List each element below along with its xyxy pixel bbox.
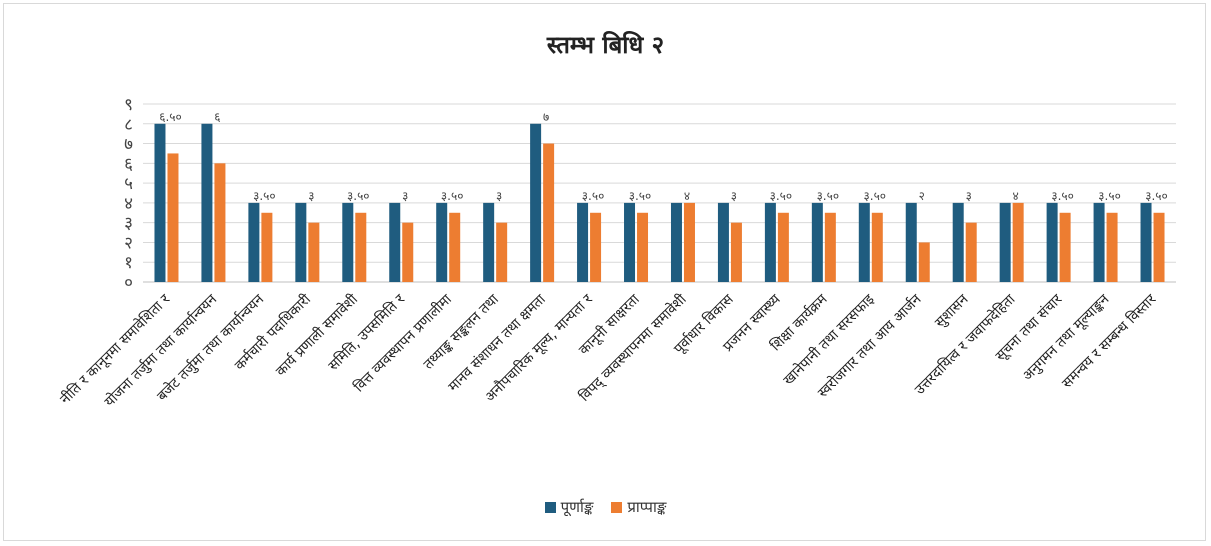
bar-obtained-marks: [402, 222, 414, 282]
bar-full-marks: [530, 123, 542, 283]
chart-legend: पूर्णाङ्क प्राप्पाङ्क: [0, 497, 1211, 517]
data-label: ३.५०: [770, 189, 793, 203]
bar-full-marks: [624, 202, 636, 282]
data-label: २: [919, 189, 925, 203]
y-tick-label: ८: [124, 115, 133, 135]
bar-obtained-marks: [590, 212, 602, 282]
data-label: ६: [214, 110, 220, 124]
data-label: ३.५०: [1098, 189, 1121, 203]
data-label: ३: [402, 189, 408, 203]
legend-label-full-marks: पूर्णाङ्क: [560, 498, 594, 516]
legend-swatch-obtained-marks: [611, 501, 623, 513]
bar-obtained-marks: [543, 143, 555, 282]
bar-full-marks: [717, 202, 729, 282]
bar-obtained-marks: [871, 212, 883, 282]
bar-obtained-marks: [1153, 212, 1165, 282]
bar-full-marks: [952, 202, 964, 282]
bar-obtained-marks: [637, 212, 649, 282]
bar-obtained-marks: [918, 242, 930, 282]
bar-full-marks: [295, 202, 307, 282]
x-tick-label: खानेपानी तथा सरसफाइ: [780, 290, 879, 389]
data-label: ३.५०: [253, 189, 276, 203]
y-tick-label: १: [124, 253, 133, 273]
bar-full-marks: [1093, 202, 1105, 282]
bar-full-marks: [905, 202, 917, 282]
data-label: ३.५०: [864, 189, 887, 203]
data-label: ४: [1013, 189, 1019, 203]
data-label: ३.५०: [347, 189, 370, 203]
bar-full-marks: [858, 202, 870, 282]
bar-obtained-marks: [730, 222, 742, 282]
bar-obtained-marks: [308, 222, 320, 282]
bar-obtained-marks: [683, 202, 695, 282]
data-label: ३.५०: [1051, 189, 1074, 203]
bar-obtained-marks: [355, 212, 367, 282]
bar-obtained-marks: [167, 153, 179, 282]
bar-full-marks: [342, 202, 354, 282]
bar-obtained-marks: [777, 212, 789, 282]
legend-item-full-marks: पूर्णाङ्क: [544, 497, 594, 517]
bar-obtained-marks: [449, 212, 461, 282]
bar-obtained-marks: [214, 163, 226, 282]
data-label: ३: [731, 189, 737, 203]
chart-title: स्तम्भ बिधि २: [546, 31, 665, 59]
data-label: ३.५०: [1145, 189, 1168, 203]
bar-obtained-marks: [496, 222, 508, 282]
data-label: ७: [543, 110, 549, 124]
bar-full-marks: [154, 123, 166, 283]
y-tick-label: ९: [124, 95, 133, 115]
data-label: ३.५०: [629, 189, 652, 203]
bar-obtained-marks: [1059, 212, 1071, 282]
data-label: ३.५०: [817, 189, 840, 203]
data-label: ३: [966, 189, 972, 203]
bar-full-marks: [1046, 202, 1058, 282]
bar-obtained-marks: [1012, 202, 1024, 282]
data-label: ३.५०: [582, 189, 605, 203]
y-tick-label: २: [124, 233, 133, 253]
y-tick-label: ५: [124, 174, 133, 194]
legend-item-obtained-marks: प्राप्पाङ्क: [611, 497, 666, 517]
data-label: ३: [308, 189, 314, 203]
y-tick-label: ४: [124, 194, 133, 214]
bar-full-marks: [248, 202, 260, 282]
bar-full-marks: [577, 202, 589, 282]
bar-full-marks: [764, 202, 776, 282]
y-tick-label: ६: [124, 154, 133, 174]
bar-full-marks: [811, 202, 823, 282]
bar-obtained-marks: [1106, 212, 1118, 282]
legend-swatch-full-marks: [544, 501, 556, 513]
bar-full-marks: [436, 202, 448, 282]
bar-full-marks: [1140, 202, 1152, 282]
data-label: ६.५०: [159, 110, 182, 124]
bar-full-marks: [999, 202, 1011, 282]
bar-full-marks: [389, 202, 401, 282]
y-tick-label: ०: [124, 273, 133, 293]
data-label: ४: [684, 189, 690, 203]
x-tick-label: सुशासन: [932, 291, 972, 331]
data-label: ३.५०: [441, 189, 464, 203]
legend-label-obtained-marks: प्राप्पाङ्क: [627, 498, 667, 516]
bar-full-marks: [483, 202, 495, 282]
y-tick-label: ३: [124, 214, 133, 234]
x-tick-label: अनुगमन तथा मूल्याङ्कन: [1020, 291, 1113, 384]
bar-full-marks: [201, 123, 213, 283]
bar-obtained-marks: [261, 212, 273, 282]
x-tick-label: कार्य प्रणाली समावेशी: [272, 291, 361, 380]
bar-obtained-marks: [965, 222, 977, 282]
bar-obtained-marks: [824, 212, 836, 282]
data-label: ३: [496, 189, 502, 203]
bar-full-marks: [670, 202, 682, 282]
y-tick-label: ७: [124, 135, 133, 155]
